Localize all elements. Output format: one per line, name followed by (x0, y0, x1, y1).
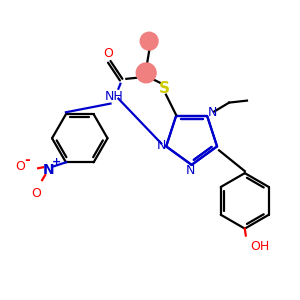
Text: S: S (158, 81, 169, 96)
Text: N: N (208, 106, 217, 119)
Circle shape (136, 63, 156, 83)
Text: -: - (24, 153, 30, 167)
Text: N: N (157, 139, 166, 152)
Circle shape (140, 32, 158, 50)
Text: OH: OH (250, 240, 269, 253)
Text: N: N (186, 164, 195, 177)
Text: +: + (51, 157, 61, 167)
Text: N: N (42, 163, 54, 177)
Text: O: O (15, 160, 25, 173)
Text: O: O (103, 46, 113, 60)
Text: O: O (31, 188, 41, 200)
Text: NH: NH (105, 90, 124, 103)
